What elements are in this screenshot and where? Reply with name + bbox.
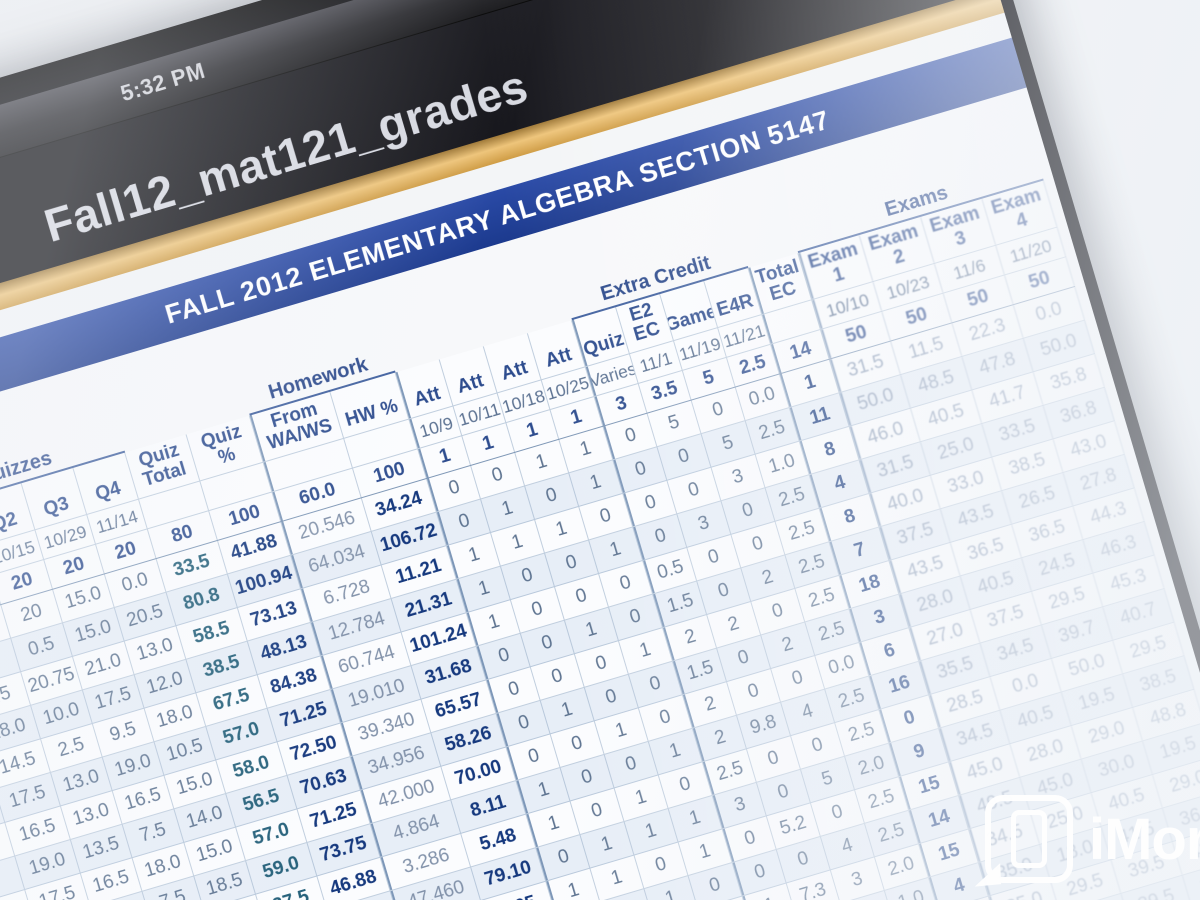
imore-logo-icon [985, 795, 1073, 883]
imore-logo-text: iMore [1089, 806, 1200, 872]
phone-icon [1011, 810, 1047, 868]
imore-watermark: iMore [985, 795, 1200, 883]
